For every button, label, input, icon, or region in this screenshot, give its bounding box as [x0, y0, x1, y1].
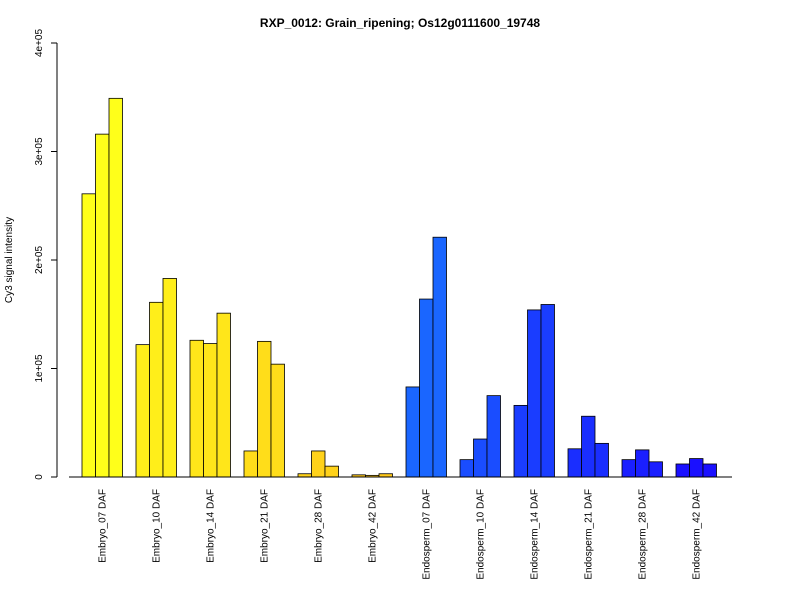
bar-11-rep-2	[635, 449, 650, 478]
bar-12-rep-2	[689, 458, 704, 478]
bar-7-rep-1	[405, 386, 420, 478]
y-axis-label: Cy3 signal intensity	[4, 217, 15, 303]
bar-10-rep-2	[581, 415, 596, 478]
x-category-label: Endosperm_28 DAF	[637, 489, 648, 580]
bar-12-rep-3	[702, 463, 717, 478]
y-axis: 0 1e+05 2e+05 3e+05 4e+05	[34, 29, 58, 480]
y-tick-label: 1e+05	[34, 354, 45, 383]
bar-7-rep-3	[432, 236, 447, 478]
bar-10-rep-3	[594, 442, 609, 478]
x-category-label: Endosperm_42 DAF	[691, 489, 702, 580]
bar-5-rep-2	[311, 450, 326, 478]
bar-3-rep-2	[203, 343, 218, 478]
x-category-label: Endosperm_14 DAF	[529, 489, 540, 580]
y-tick-label: 4e+05	[34, 29, 45, 58]
bar-2-rep-2	[149, 301, 164, 478]
bar-7-rep-2	[419, 298, 434, 478]
x-category-label: Embryo_21 DAF	[259, 489, 270, 563]
bars-layer	[81, 97, 717, 478]
x-category-label: Embryo_42 DAF	[367, 489, 378, 563]
bar-9-rep-3	[540, 304, 555, 478]
bar-11-rep-3	[648, 461, 663, 478]
bar-11-rep-1	[621, 459, 636, 478]
x-category-label: Embryo_14 DAF	[205, 489, 216, 563]
bar-12-rep-1	[675, 463, 690, 478]
bar-9-rep-2	[527, 309, 542, 478]
bar-8-rep-3	[486, 395, 501, 478]
x-category-label: Embryo_28 DAF	[313, 489, 324, 563]
bar-1-rep-1	[81, 193, 96, 478]
bar-2-rep-3	[162, 278, 177, 478]
x-category-label: Embryo_10 DAF	[151, 489, 162, 563]
chart-title: RXP_0012: Grain_ripening; Os12g0111600_1…	[260, 16, 540, 30]
bar-4-rep-1	[243, 450, 258, 478]
x-category-label: Endosperm_21 DAF	[583, 489, 594, 580]
bar-1-rep-3	[108, 97, 123, 478]
x-category-label: Endosperm_07 DAF	[421, 489, 432, 580]
bar-3-rep-3	[216, 312, 231, 478]
bar-1-rep-2	[95, 133, 110, 478]
y-tick-label: 2e+05	[34, 246, 45, 275]
bar-3-rep-1	[189, 339, 204, 478]
y-tick-label: 3e+05	[34, 137, 45, 166]
x-category-label: Endosperm_10 DAF	[475, 489, 486, 580]
bar-5-rep-3	[324, 465, 339, 478]
x-axis: Embryo_07 DAF Embryo_10 DAF Embryo_14 DAF E…	[69, 476, 732, 580]
bar-4-rep-3	[270, 363, 285, 478]
y-tick-label: 0	[34, 474, 45, 480]
bar-2-rep-1	[135, 344, 150, 478]
x-category-label: Embryo_07 DAF	[97, 489, 108, 563]
bar-8-rep-1	[459, 459, 474, 478]
bar-9-rep-1	[513, 404, 528, 478]
bar-8-rep-2	[473, 438, 488, 478]
bar-10-rep-1	[567, 448, 582, 478]
bar-4-rep-2	[257, 340, 272, 478]
